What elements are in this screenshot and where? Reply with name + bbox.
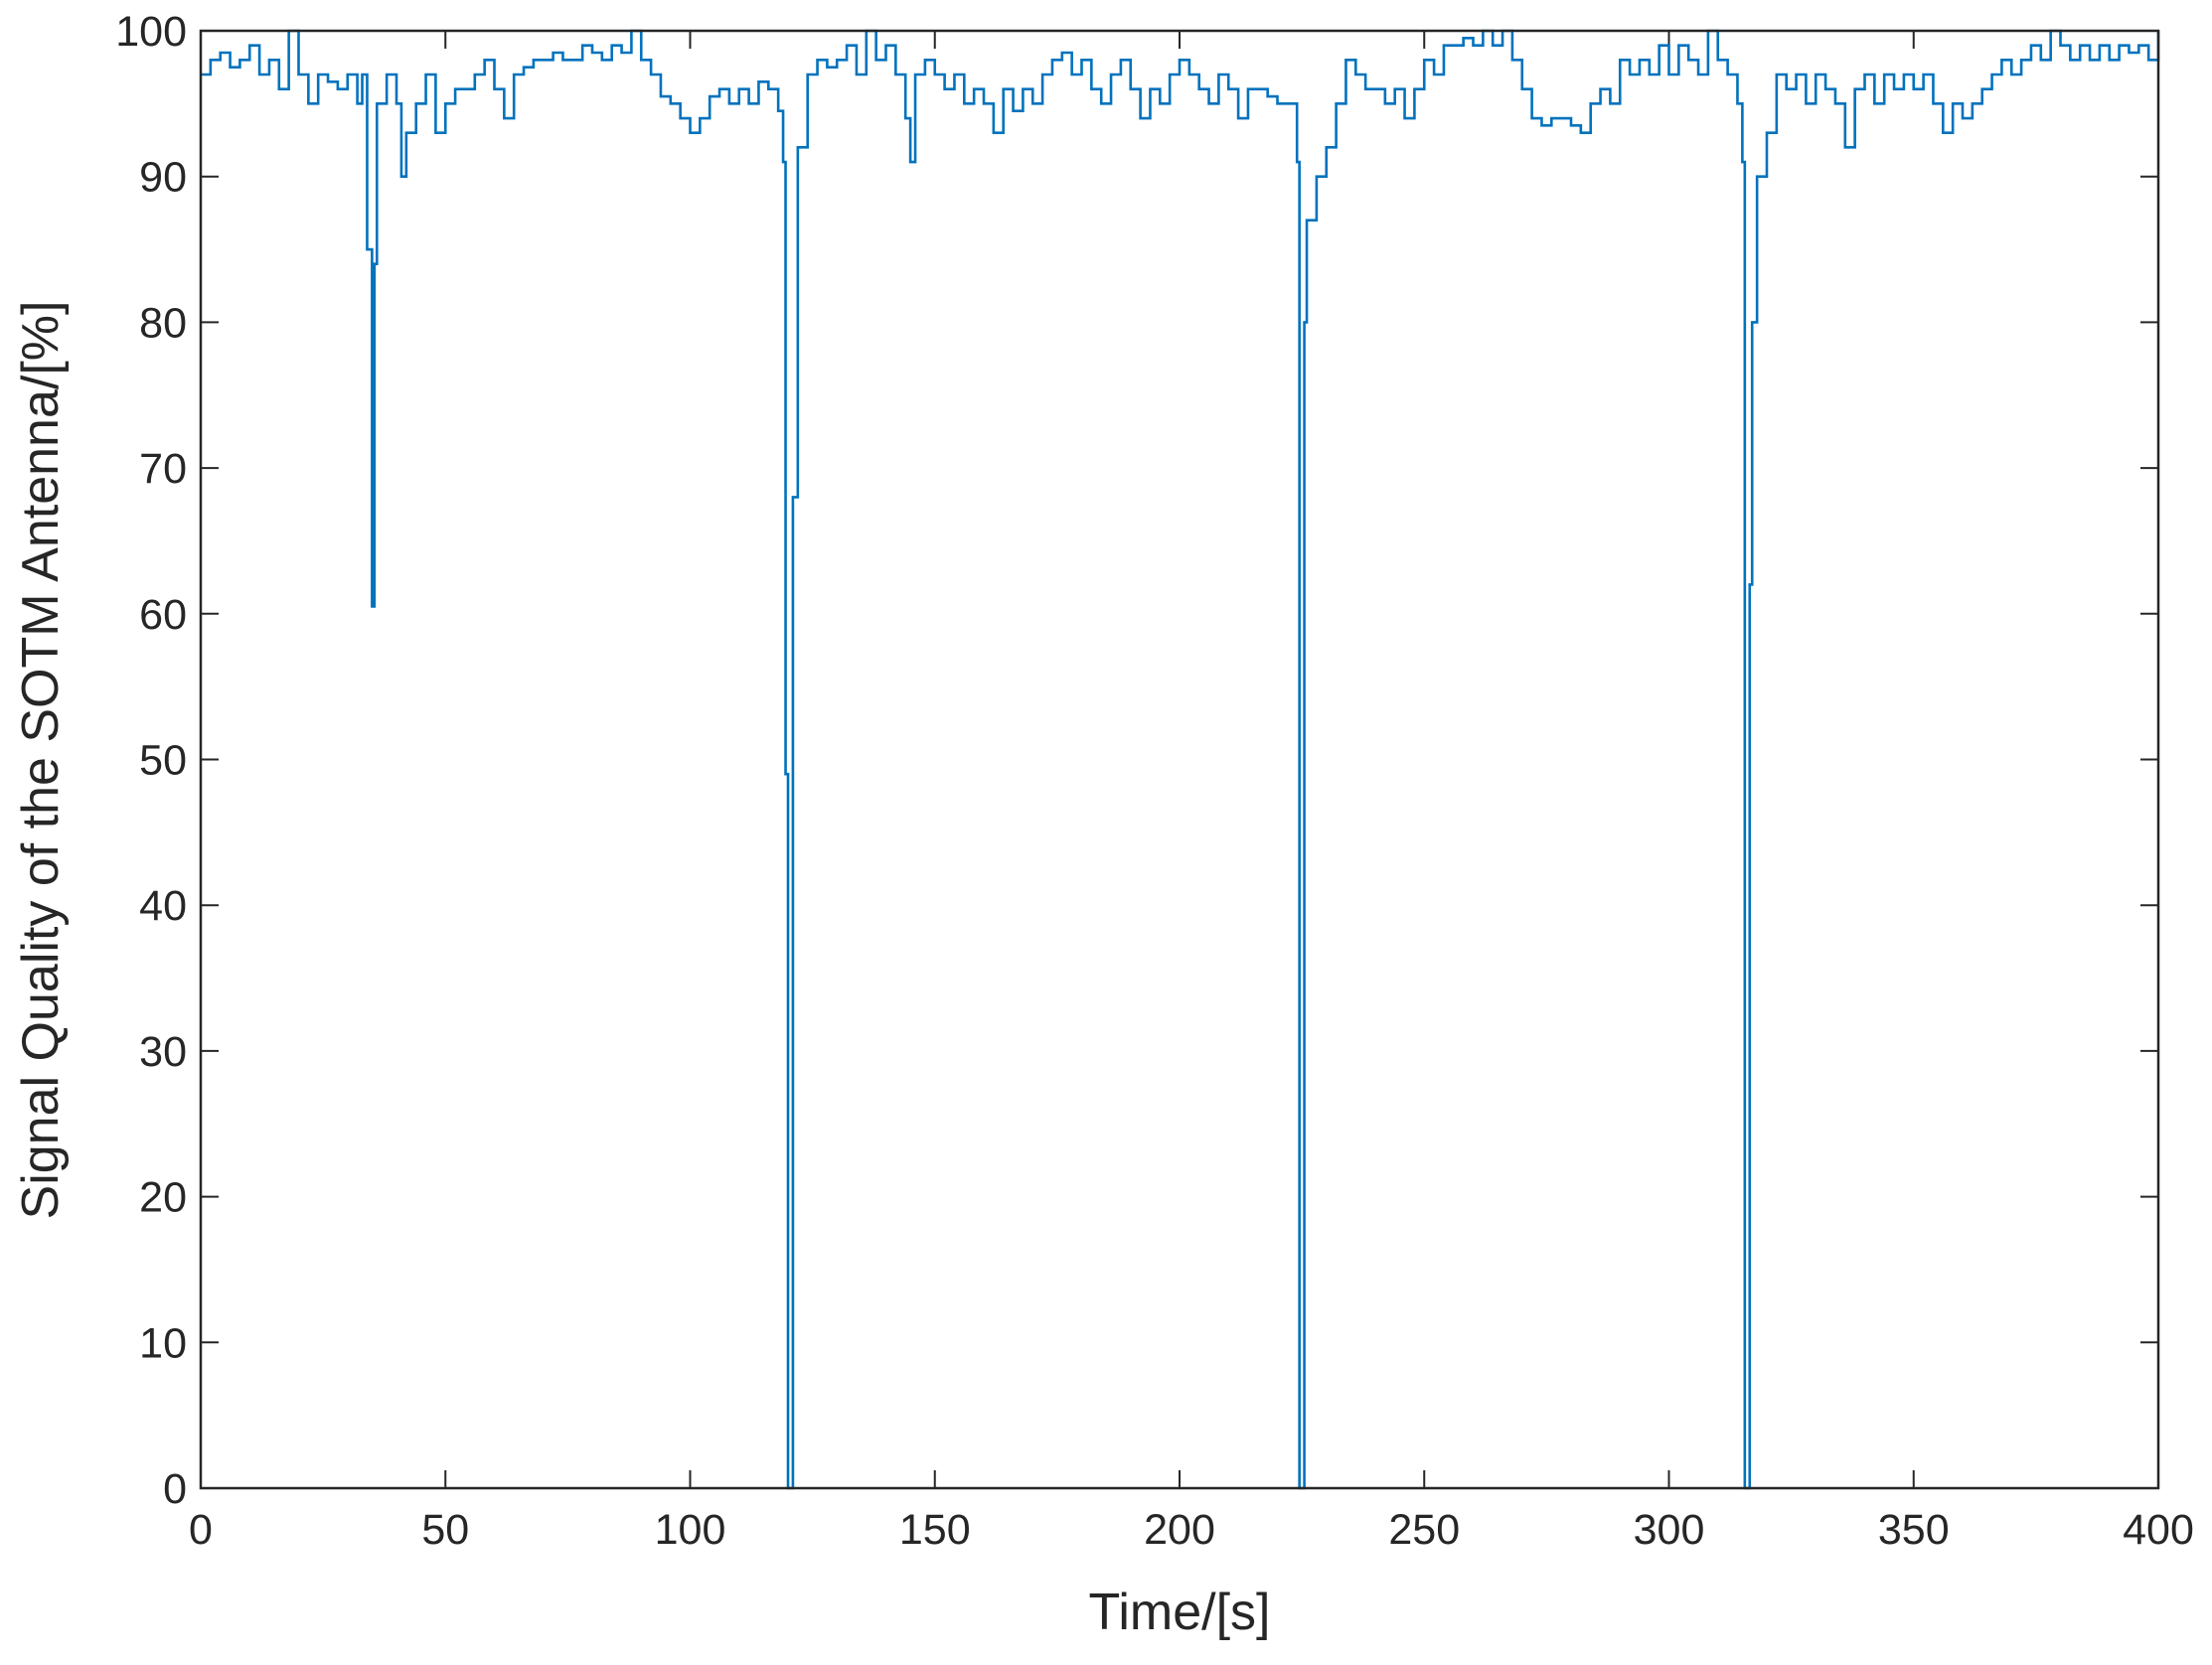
- y-tick-label: 0: [163, 1465, 187, 1513]
- y-tick-label: 50: [139, 737, 187, 785]
- plot-frame: [199, 29, 2160, 1490]
- y-axis-label: Signal Quality of the SOTM Antenna/[%]: [12, 301, 70, 1220]
- x-tick-label: 250: [1388, 1506, 1460, 1554]
- x-axis-label: Time/[s]: [1089, 1584, 1271, 1641]
- data-line: [201, 29, 2160, 1490]
- x-tick-label: 100: [655, 1506, 726, 1554]
- y-tick-label: 90: [139, 154, 187, 202]
- x-tick-label: 300: [1634, 1506, 1705, 1554]
- x-tick-label: 0: [189, 1506, 213, 1554]
- y-tick-label: 10: [139, 1319, 187, 1367]
- y-tick-label: 70: [139, 445, 187, 493]
- x-tick-label: 400: [2123, 1506, 2194, 1554]
- x-tick-label: 200: [1144, 1506, 1215, 1554]
- y-tick-label: 80: [139, 299, 187, 347]
- y-tick-label: 60: [139, 591, 187, 639]
- y-tick-label: 100: [115, 8, 187, 56]
- y-tick-label: 40: [139, 882, 187, 930]
- x-tick-label: 150: [899, 1506, 971, 1554]
- y-tick-label: 20: [139, 1174, 187, 1222]
- x-tick-label: 50: [421, 1506, 469, 1554]
- y-tick-label: 30: [139, 1028, 187, 1076]
- x-tick-label: 350: [1878, 1506, 1950, 1554]
